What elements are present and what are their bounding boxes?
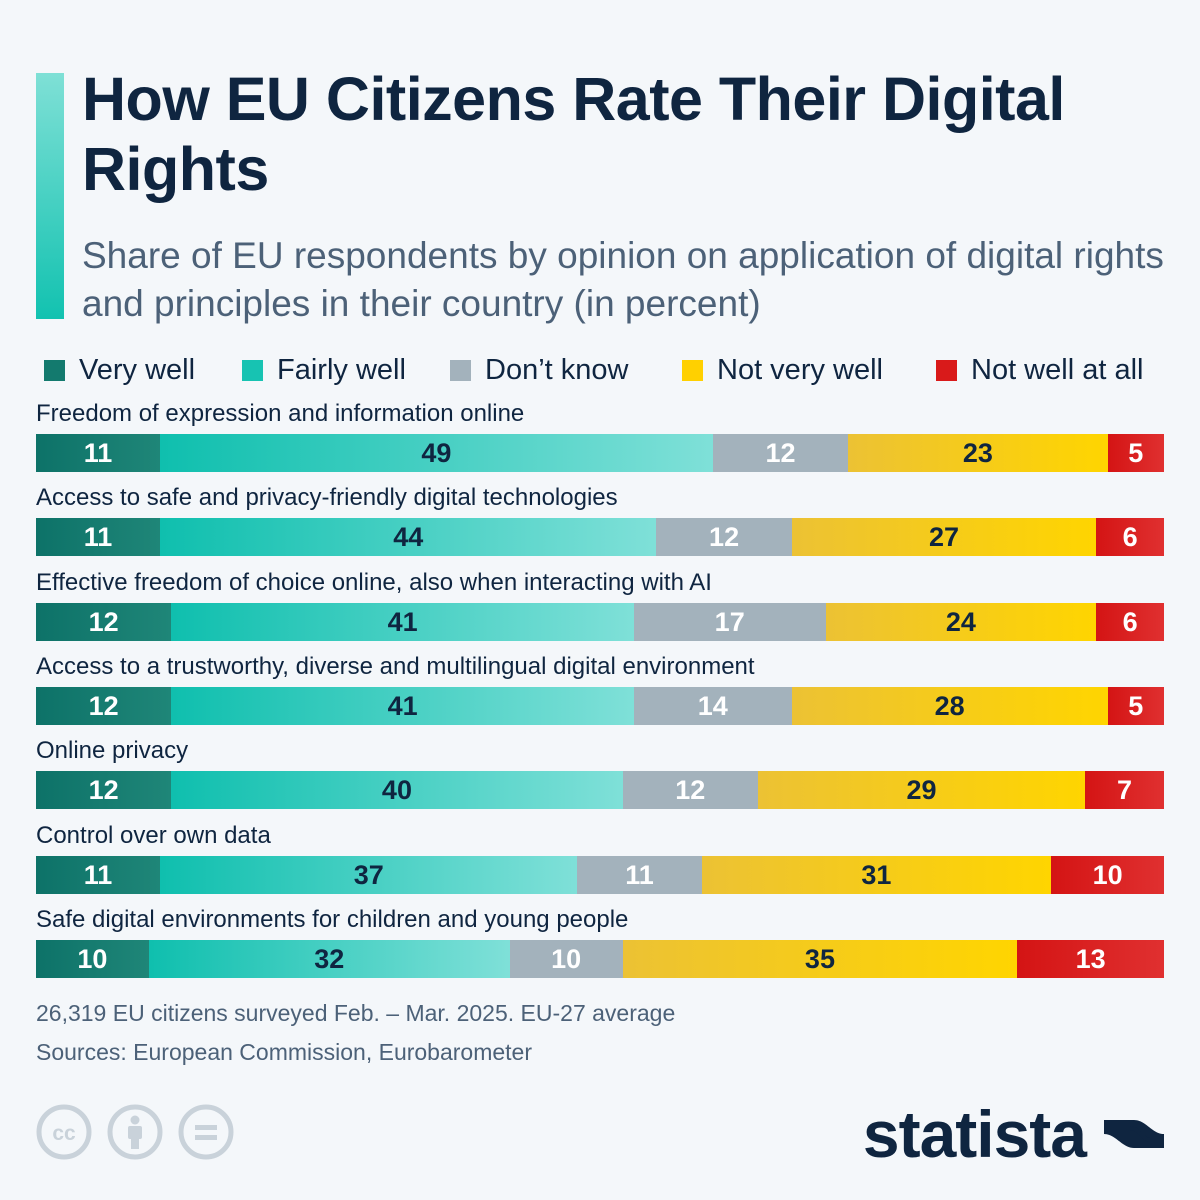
bar-segment-dont-know: 17 [633, 603, 826, 641]
legend-label: Not well at all [971, 353, 1144, 386]
legend-item-not-very-well: Not very well [682, 350, 883, 390]
row-label: Safe digital environments for children a… [36, 906, 629, 933]
legend-item-very-well: Very well [44, 350, 195, 390]
legend-swatch [936, 359, 957, 381]
bar-segment-fairly-well: 44 [160, 518, 657, 556]
legend-label: Fairly well [277, 353, 406, 386]
legend-label: Don’t know [485, 353, 629, 386]
legend-label: Very well [79, 353, 196, 386]
license-icons: cc [36, 1104, 234, 1164]
legend-item-dont-know: Don’t know [450, 350, 628, 390]
no-derivatives-icon [178, 1104, 234, 1160]
bar-segment-dont-know: 11 [577, 856, 702, 894]
bar-segment-not-very-well: 27 [791, 518, 1097, 556]
bar-segment-fairly-well: 41 [171, 603, 634, 641]
chart-legend: Very well Fairly well Don’t know Not ver… [36, 350, 1164, 390]
attribution-icon [107, 1104, 163, 1160]
bar-segment-not-very-well: 28 [791, 687, 1108, 725]
bar-segment-not-well-at-all: 6 [1096, 603, 1164, 641]
bar-segment-very-well: 12 [36, 687, 172, 725]
bar-segment-dont-know: 12 [622, 771, 758, 809]
statista-brand: statista [862, 1097, 1164, 1171]
stacked-bar: 12 40 12 29 7 [36, 771, 1164, 809]
stacked-bar: 12 41 14 28 5 [36, 687, 1164, 725]
row-label: Online privacy [36, 737, 189, 764]
chart-subtitle: Share of EU respondents by opinion on ap… [82, 235, 1164, 324]
bar-segment-very-well: 11 [36, 518, 161, 556]
survey-note: 26,319 EU citizens surveyed Feb. – Mar. … [36, 1000, 676, 1026]
brand-name: statista [862, 1097, 1087, 1171]
bar-segment-not-well-at-all: 7 [1085, 771, 1164, 809]
bar-segment-fairly-well: 40 [171, 771, 623, 809]
bar-segment-dont-know: 14 [633, 687, 792, 725]
bar-segment-fairly-well: 41 [171, 687, 634, 725]
stacked-bar: 11 49 12 23 5 [36, 434, 1164, 472]
statista-logo-icon [1104, 1104, 1164, 1164]
bar-segment-not-very-well: 35 [622, 940, 1018, 978]
stacked-bar: 10 32 10 35 13 [36, 940, 1164, 978]
legend-swatch [44, 359, 65, 381]
bar-segment-not-well-at-all: 5 [1107, 687, 1164, 725]
bar-segment-fairly-well: 37 [160, 856, 578, 894]
bar-segment-fairly-well: 32 [148, 940, 510, 978]
title-accent-bar [36, 73, 64, 319]
bar-segment-very-well: 11 [36, 856, 161, 894]
bar-segment-very-well: 11 [36, 434, 161, 472]
svg-text:cc: cc [52, 1122, 76, 1145]
row-label: Control over own data [36, 822, 271, 849]
bar-segment-not-well-at-all: 5 [1107, 434, 1164, 472]
legend-label: Not very well [717, 353, 883, 386]
bar-segment-not-very-well: 31 [701, 856, 1052, 894]
stacked-bar: 11 44 12 27 6 [36, 518, 1164, 556]
bar-segment-dont-know: 12 [656, 518, 792, 556]
bar-segment-not-very-well: 29 [757, 771, 1086, 809]
bar-segment-not-very-well: 23 [848, 434, 1108, 472]
stacked-bar: 12 41 17 24 6 [36, 603, 1164, 641]
bar-segment-very-well: 12 [36, 771, 172, 809]
bar-segment-very-well: 12 [36, 603, 172, 641]
bar-segment-not-well-at-all: 10 [1051, 856, 1164, 894]
legend-swatch [242, 359, 263, 381]
legend-swatch [450, 359, 471, 381]
stacked-bar: 11 37 11 31 10 [36, 856, 1164, 894]
row-label: Effective freedom of choice online, also… [36, 569, 712, 596]
legend-item-fairly-well: Fairly well [242, 350, 406, 390]
bar-segment-dont-know: 12 [712, 434, 849, 472]
chart-title: How EU Citizens Rate Their Digital Right… [82, 65, 1065, 203]
legend-swatch [682, 359, 703, 381]
bar-segment-dont-know: 10 [509, 940, 623, 978]
sources-note: Sources: European Commission, Eurobarome… [36, 1039, 533, 1065]
bar-segment-fairly-well: 49 [160, 434, 713, 472]
row-label: Access to a trustworthy, diverse and mul… [36, 653, 755, 680]
row-label: Access to safe and privacy-friendly digi… [36, 484, 618, 511]
bar-segment-not-well-at-all: 13 [1017, 940, 1164, 978]
bar-segment-not-well-at-all: 6 [1096, 518, 1164, 556]
bar-segment-very-well: 10 [36, 940, 149, 978]
legend-item-not-well-at-all: Not well at all [936, 350, 1143, 390]
row-label: Freedom of expression and information on… [36, 400, 525, 427]
creative-commons-icon: cc [36, 1104, 92, 1160]
bar-segment-not-very-well: 24 [825, 603, 1097, 641]
